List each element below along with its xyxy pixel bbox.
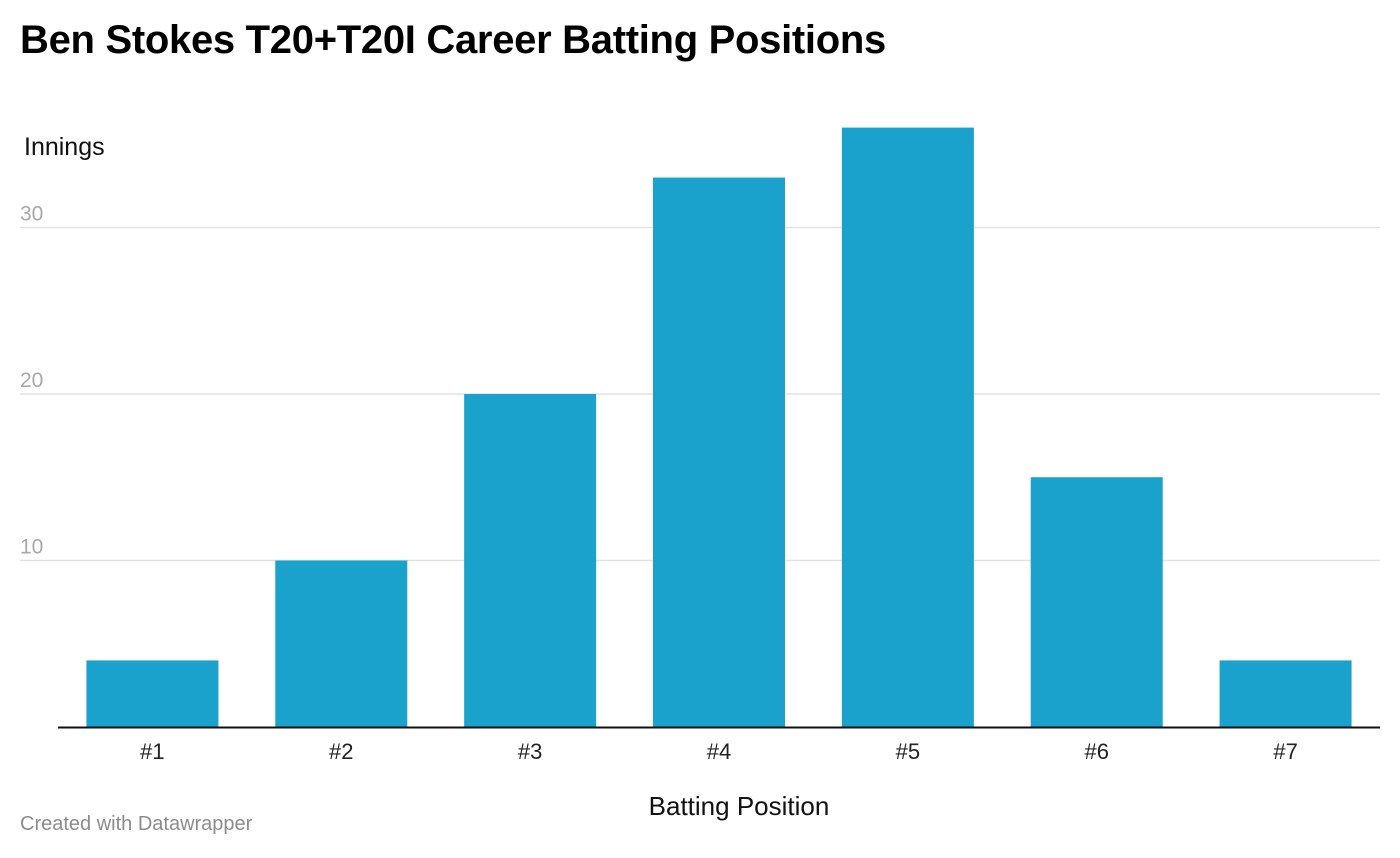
bar — [841, 127, 974, 728]
y-tick-label: 10 — [20, 536, 43, 559]
x-axis-label: Batting Position — [649, 791, 830, 821]
x-tick-label: #7 — [1273, 739, 1297, 764]
x-tick-label: #1 — [140, 739, 164, 764]
x-tick-label: #4 — [707, 739, 731, 764]
x-tick-label: #3 — [518, 739, 542, 764]
x-tick-labels: #1 #2 #3 #4 #5 #6 #7 — [140, 739, 1298, 764]
bar — [1219, 660, 1352, 727]
bar — [1030, 477, 1163, 727]
bars — [86, 127, 1352, 728]
chart-title: Ben Stokes T20+T20I Career Batting Posit… — [20, 18, 886, 62]
y-tick-labels: 10 20 30 — [20, 203, 43, 559]
x-tick-label: #6 — [1084, 739, 1108, 764]
bar — [275, 560, 408, 727]
x-tick-label: #2 — [329, 739, 353, 764]
y-axis-label: Innings — [24, 133, 105, 161]
bar — [653, 177, 785, 728]
x-tick-label: #5 — [896, 739, 920, 764]
y-tick-label: 30 — [20, 203, 43, 226]
y-tick-label: 20 — [20, 369, 43, 392]
bar — [86, 660, 219, 727]
bar — [464, 394, 597, 727]
credit-text: Created with Datawrapper — [20, 813, 253, 835]
